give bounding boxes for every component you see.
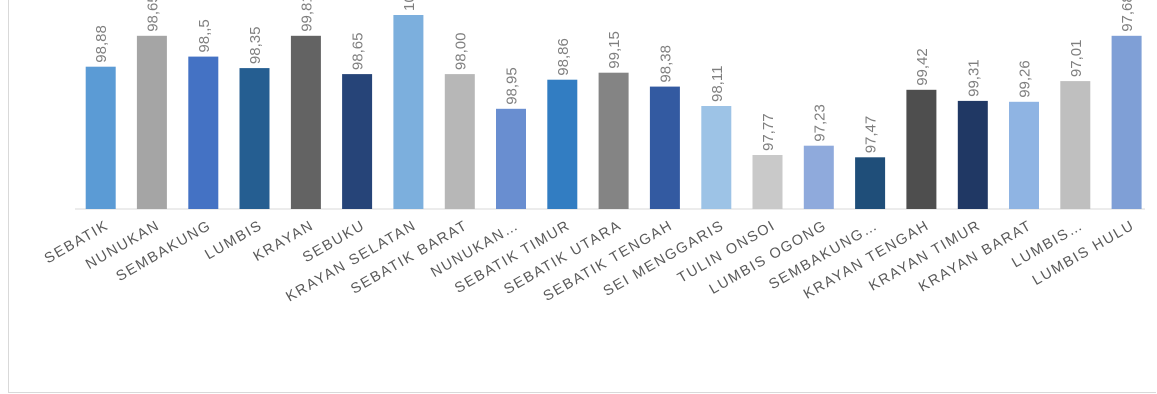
data-label: 100,0 — [401, 0, 418, 11]
data-label: 99,31 — [965, 59, 982, 97]
bar — [85, 66, 116, 209]
bar — [1111, 35, 1142, 209]
bar — [393, 15, 424, 209]
data-label: 98,95 — [504, 67, 521, 105]
data-label: 98,11 — [709, 66, 726, 102]
data-label: 98,88 — [93, 25, 110, 63]
x-tick-label: SEMBAKUNG — [114, 218, 215, 285]
bar — [136, 35, 167, 209]
bar — [290, 35, 321, 209]
bar — [957, 100, 988, 209]
bar — [342, 74, 373, 209]
data-label: 97,01 — [1068, 40, 1085, 78]
bar — [598, 72, 629, 209]
data-label: 98,00 — [452, 33, 469, 71]
bar — [701, 106, 732, 209]
bar — [239, 68, 270, 209]
data-label: 99,26 — [1017, 60, 1034, 98]
bar — [906, 89, 937, 209]
bar — [444, 74, 475, 209]
bar — [188, 56, 219, 209]
data-label: 99,42 — [914, 48, 931, 86]
data-label: 98,65 — [350, 33, 367, 71]
data-label: 97,47 — [863, 116, 880, 154]
bar — [547, 79, 578, 209]
data-label: 99,81 — [298, 0, 315, 32]
data-label: 97,23 — [811, 104, 828, 142]
data-label: 98,65 — [144, 0, 161, 32]
bar — [649, 86, 680, 209]
bar — [496, 108, 526, 209]
chart-frame — [8, 0, 1156, 393]
bar — [752, 155, 783, 209]
data-label: 98,86 — [555, 38, 572, 76]
bar — [855, 157, 886, 209]
data-label: 97,68 — [1119, 0, 1136, 32]
bar — [1009, 101, 1039, 209]
bar — [1060, 81, 1091, 209]
bar — [803, 145, 834, 209]
data-label: 98,38 — [657, 45, 674, 83]
data-label: 98,35 — [247, 27, 264, 65]
data-label: 98,,5 — [196, 19, 213, 52]
data-label: 97,77 — [760, 113, 777, 151]
data-label: 99,15 — [606, 31, 623, 69]
